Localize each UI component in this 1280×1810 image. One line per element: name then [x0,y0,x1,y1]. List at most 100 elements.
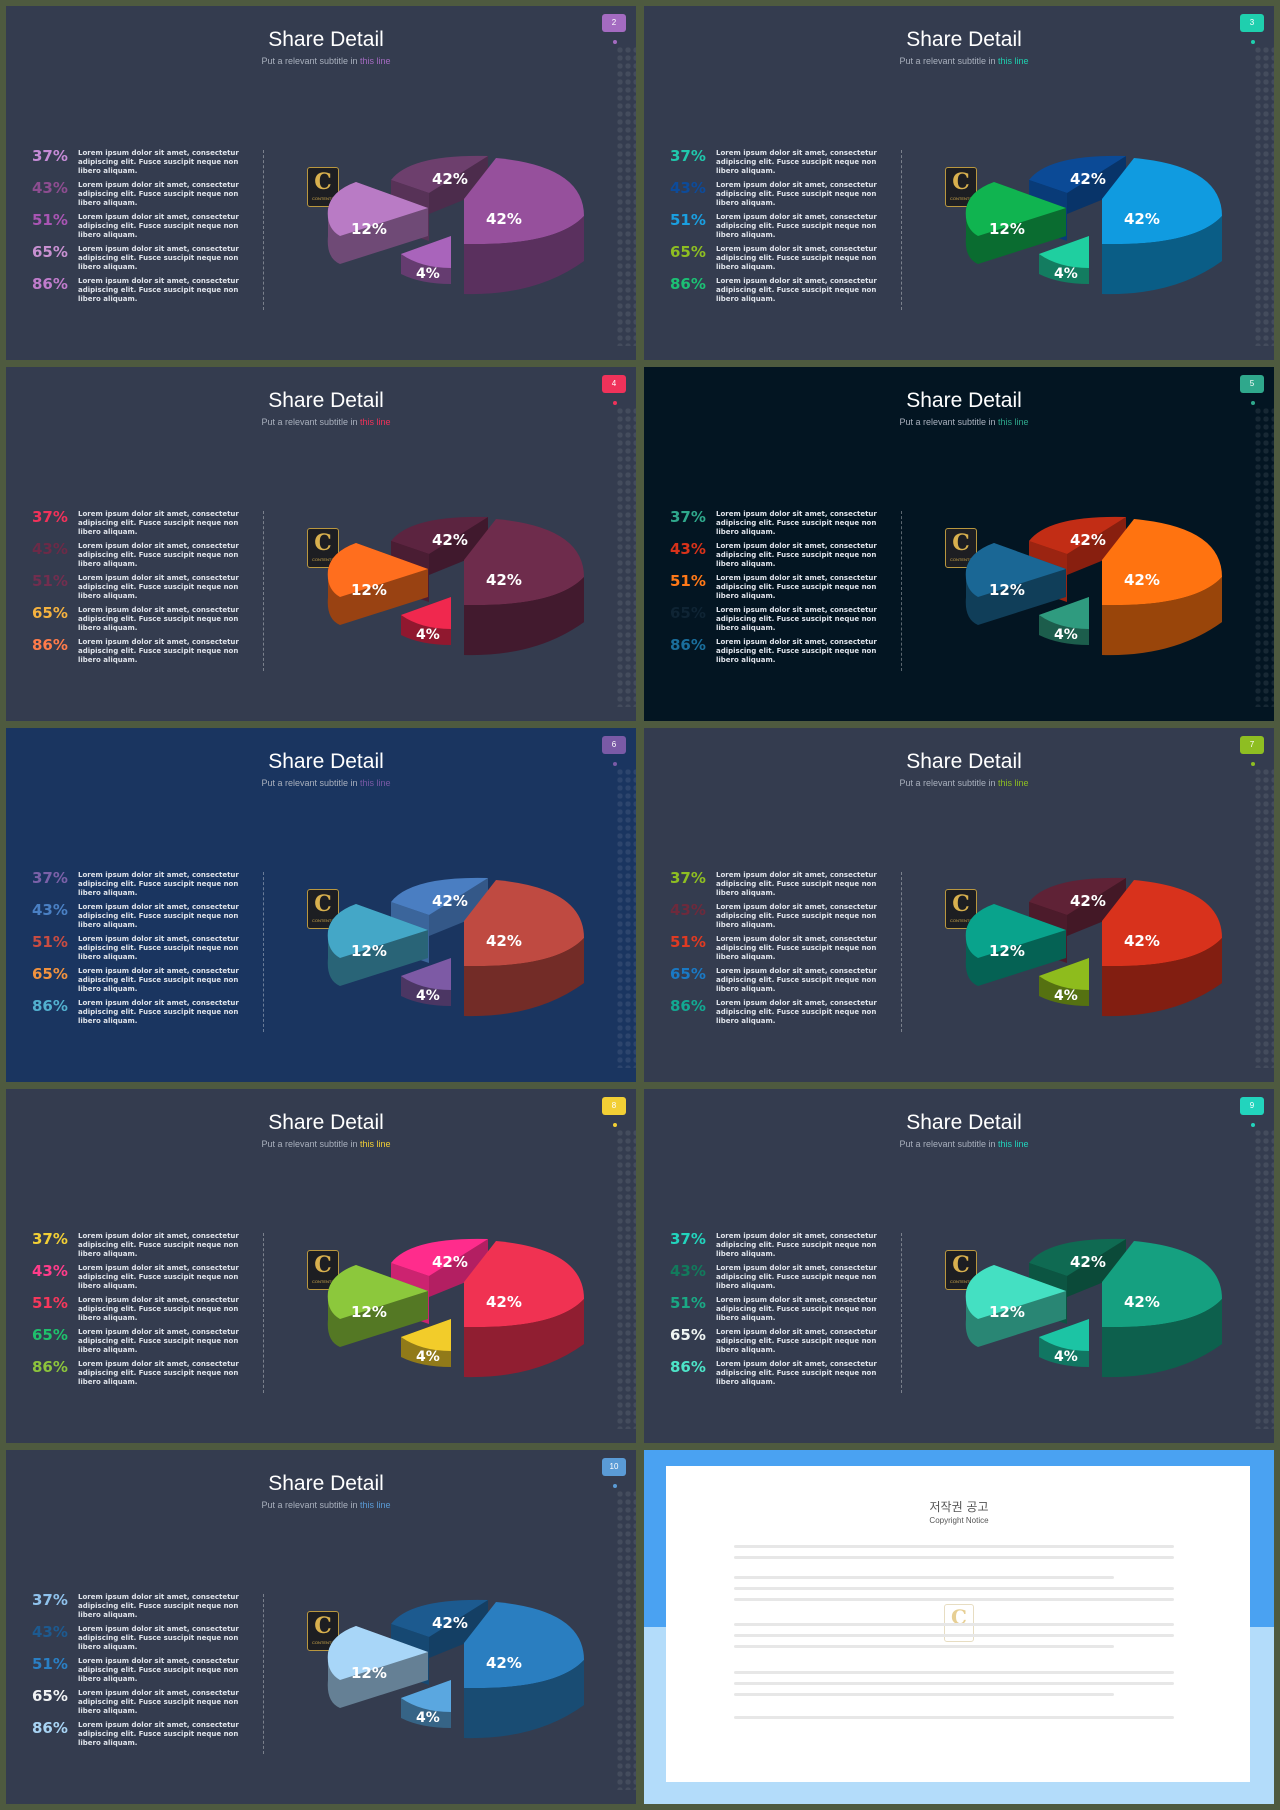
item-description: Lorem ipsum dolor sit amet, consectetur … [716,999,877,1025]
pie-label-big-b: 42% [486,571,522,589]
logo-letter: C [952,530,970,556]
percent-value: 43% [32,901,68,919]
item-description: Lorem ipsum dolor sit amet, consectetur … [78,935,239,961]
pie-slice-b-front [1102,1299,1222,1378]
pie-label-small: 4% [1054,988,1078,1004]
pie-label-big-a: 42% [432,892,468,910]
copyright-subtitle: Copyright Notice [929,1516,989,1525]
slide-title: Share Detail [906,389,1022,412]
item-description: Lorem ipsum dolor sit amet, consectetur … [78,999,239,1025]
pie-chart: 42% 42% 12% 4% [965,877,1222,1017]
slide-card: Share Detail Put a relevant subtitle in t… [644,6,1274,360]
item-description: Lorem ipsum dolor sit amet, consectetur … [78,871,239,897]
item-description: Lorem ipsum dolor sit amet, consectetur … [78,1232,239,1258]
list-item: 43% Lorem ipsum dolor sit amet, consectet… [670,180,896,212]
pie-label-mid: 12% [989,1303,1025,1321]
percent-value: 51% [670,211,706,229]
list-item: 37% Lorem ipsum dolor sit amet, consectet… [32,1592,258,1624]
item-description: Lorem ipsum dolor sit amet, consectetur … [716,1328,877,1354]
slide-card: Share Detail Put a relevant subtitle in t… [644,1089,1274,1443]
list-item: 43% Lorem ipsum dolor sit amet, consectet… [670,902,896,934]
slide-number-badge: 6 [602,736,626,754]
percent-list: 37% Lorem ipsum dolor sit amet, consectet… [32,870,258,1030]
pie-label-mid: 12% [351,1664,387,1682]
divider-line [901,872,902,1032]
logo-letter: C [314,530,332,556]
pie-slice-b [464,1241,584,1328]
divider-line [263,1233,264,1393]
slide-card: Share Detail Put a relevant subtitle in t… [6,6,636,360]
percent-value: 37% [670,508,706,526]
subtitle-text: Put a relevant subtitle in [261,417,361,427]
percent-value: 37% [32,1591,68,1609]
subtitle-text: Put a relevant subtitle in [261,1500,361,1510]
pie-slice-d [1039,597,1089,629]
pie-label-mid: 12% [351,220,387,238]
subtitle-text: Put a relevant subtitle in [899,1139,999,1149]
logo-letter: C [952,169,970,195]
item-description: Lorem ipsum dolor sit amet, consectetur … [716,277,877,303]
logo-caption: CONTENTS [950,196,972,201]
percent-value: 86% [32,1358,68,1376]
pie-slice-b [464,1602,584,1689]
item-description: Lorem ipsum dolor sit amet, consectetur … [716,871,877,897]
item-description: Lorem ipsum dolor sit amet, consectetur … [716,510,877,536]
list-item: 43% Lorem ipsum dolor sit amet, consectet… [32,180,258,212]
item-description: Lorem ipsum dolor sit amet, consectetur … [716,935,877,961]
item-description: Lorem ipsum dolor sit amet, consectetur … [716,181,877,207]
list-item: 65% Lorem ipsum dolor sit amet, consectet… [32,244,258,276]
list-item: 43% Lorem ipsum dolor sit amet, consectet… [32,902,258,934]
item-description: Lorem ipsum dolor sit amet, consectetur … [716,245,877,271]
pie-label-big-b: 42% [1124,1293,1160,1311]
subtitle-text: Put a relevant subtitle in [261,56,361,66]
slide-number-badge: 10 [602,1458,626,1476]
pie-label-big-a: 42% [432,170,468,188]
pie-label-mid: 12% [351,942,387,960]
percent-value: 65% [670,965,706,983]
list-item: 51% Lorem ipsum dolor sit amet, consectet… [32,934,258,966]
item-description: Lorem ipsum dolor sit amet, consectetur … [78,213,239,239]
subtitle-text: Put a relevant subtitle in [899,56,999,66]
faint-text-line [734,1587,1174,1590]
pie-label-big-a: 42% [432,1253,468,1271]
slide-subtitle: Put a relevant subtitle in this line [6,56,636,66]
logo-caption: CONTENTS [312,918,334,923]
copyright-title: 저작권 공고 [929,1500,989,1514]
list-item: 86% Lorem ipsum dolor sit amet, consectet… [32,1359,258,1391]
item-description: Lorem ipsum dolor sit amet, consectetur … [716,638,877,664]
pie-label-small: 4% [416,1710,440,1726]
slide-number-badge: 8 [602,1097,626,1115]
list-item: 86% Lorem ipsum dolor sit amet, consectet… [670,637,896,669]
percent-value: 51% [32,211,68,229]
dot-pattern [1254,1129,1274,1429]
logo-caption: CONTENTS [950,1279,972,1284]
pie-slice-b-front [1102,577,1222,656]
slide-title: Share Detail [268,389,384,412]
item-description: Lorem ipsum dolor sit amet, consectetur … [78,606,239,632]
percent-value: 65% [32,1326,68,1344]
pie-slice-c [965,904,1066,958]
divider-line [263,150,264,310]
pie-slice-d [401,597,451,629]
subtitle-highlight: this line [360,1139,391,1149]
percent-value: 86% [32,636,68,654]
percent-value: 37% [32,869,68,887]
pie-label-mid: 12% [989,942,1025,960]
slide-title: Share Detail [906,28,1022,51]
faint-text-line [734,1671,1174,1674]
pie-slice-c [965,543,1066,597]
pie-slice-b [464,158,584,245]
logo-letter: C [314,169,332,195]
slide-title: Share Detail [268,750,384,773]
list-item: 37% Lorem ipsum dolor sit amet, consectet… [32,870,258,902]
list-item: 37% Lorem ipsum dolor sit amet, consectet… [670,148,896,180]
item-description: Lorem ipsum dolor sit amet, consectetur … [716,149,877,175]
item-description: Lorem ipsum dolor sit amet, consectetur … [78,903,239,929]
faint-text-line [734,1716,1174,1719]
pie-slice-b-front [1102,938,1222,1017]
percent-list: 37% Lorem ipsum dolor sit amet, consectet… [670,509,896,669]
item-description: Lorem ipsum dolor sit amet, consectetur … [78,181,239,207]
divider-line [263,1594,264,1754]
dot-pattern [1254,768,1274,1068]
item-description: Lorem ipsum dolor sit amet, consectetur … [716,213,877,239]
